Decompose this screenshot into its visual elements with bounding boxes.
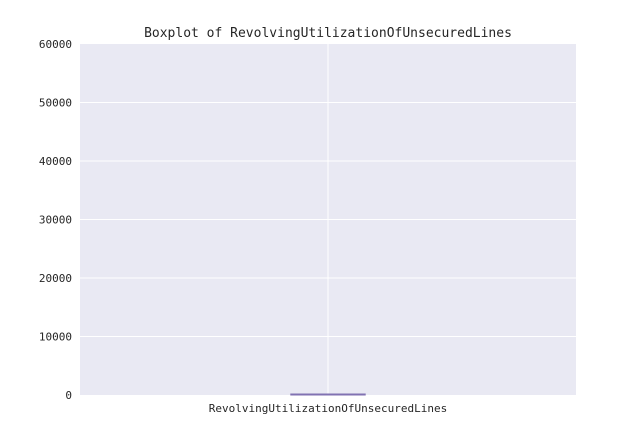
y-tick-label: 60000 bbox=[39, 38, 72, 51]
y-tick-label: 40000 bbox=[39, 155, 72, 168]
y-axis-tick-labels: 0 10000 20000 30000 40000 50000 60000 bbox=[39, 38, 72, 402]
box-group bbox=[290, 393, 366, 396]
gridlines bbox=[80, 44, 576, 395]
y-tick-label: 30000 bbox=[39, 214, 72, 227]
boxes bbox=[290, 393, 366, 396]
y-tick-label: 50000 bbox=[39, 97, 72, 110]
y-tick-label: 0 bbox=[65, 389, 72, 402]
chart-title: Boxplot of RevolvingUtilizationOfUnsecur… bbox=[144, 26, 512, 41]
x-axis-tick-labels: RevolvingUtilizationOfUnsecuredLines bbox=[209, 402, 447, 415]
y-tick-label: 20000 bbox=[39, 272, 72, 285]
x-tick-label: RevolvingUtilizationOfUnsecuredLines bbox=[209, 402, 447, 415]
y-tick-label: 10000 bbox=[39, 331, 72, 344]
